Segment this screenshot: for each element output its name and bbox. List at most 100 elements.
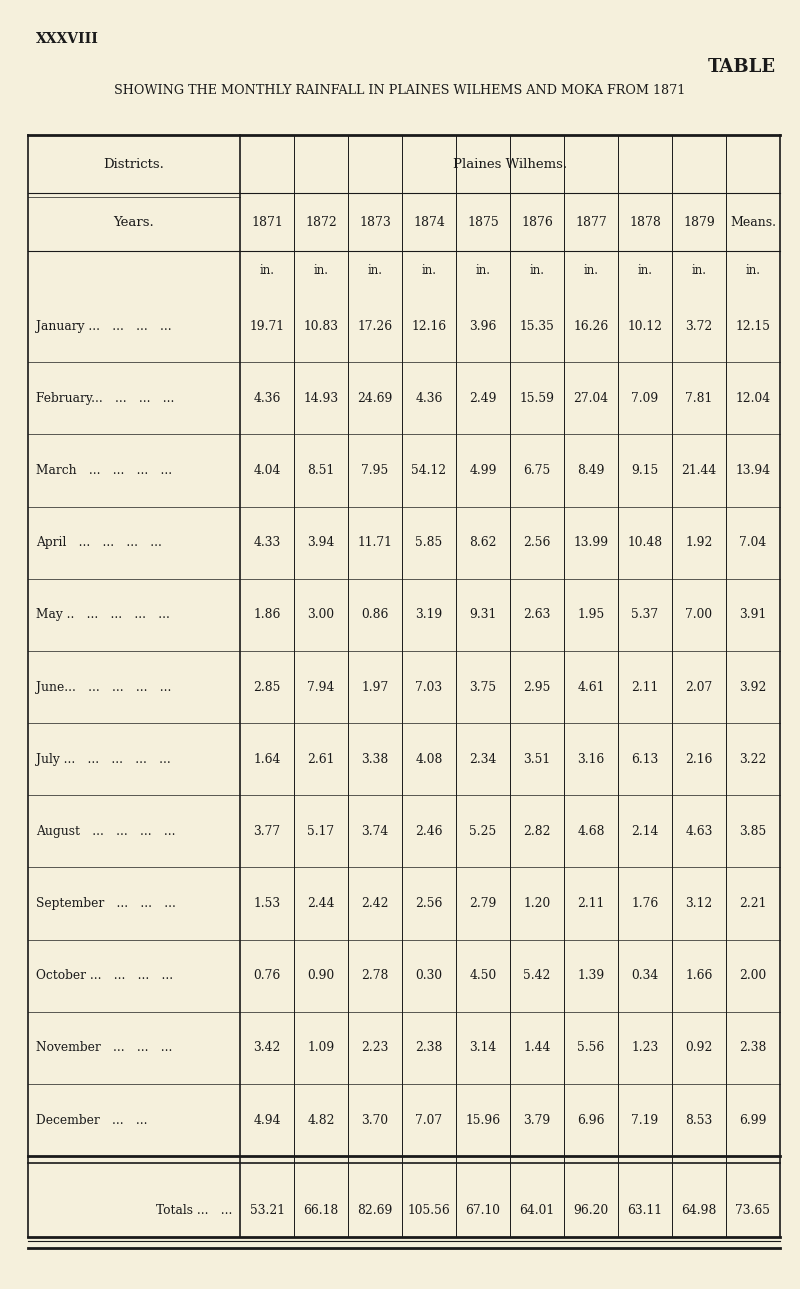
Text: 4.63: 4.63 bbox=[686, 825, 713, 838]
Text: 96.20: 96.20 bbox=[574, 1204, 609, 1217]
Text: 4.82: 4.82 bbox=[307, 1114, 334, 1127]
Text: 1878: 1878 bbox=[629, 215, 661, 229]
Text: 3.91: 3.91 bbox=[739, 608, 766, 621]
Text: in.: in. bbox=[475, 264, 490, 277]
Text: 4.33: 4.33 bbox=[254, 536, 281, 549]
Text: 8.53: 8.53 bbox=[686, 1114, 713, 1127]
Text: in.: in. bbox=[259, 264, 274, 277]
Text: 1872: 1872 bbox=[305, 215, 337, 229]
Text: 3.51: 3.51 bbox=[523, 753, 550, 766]
Text: 2.00: 2.00 bbox=[739, 969, 766, 982]
Text: in.: in. bbox=[530, 264, 545, 277]
Text: 4.36: 4.36 bbox=[415, 392, 442, 405]
Text: 10.12: 10.12 bbox=[627, 320, 662, 333]
Text: 3.77: 3.77 bbox=[254, 825, 281, 838]
Text: May .. ... ... ... ...: May .. ... ... ... ... bbox=[36, 608, 170, 621]
Text: 0.30: 0.30 bbox=[415, 969, 442, 982]
Text: February... ... ... ...: February... ... ... ... bbox=[36, 392, 174, 405]
Text: 2.11: 2.11 bbox=[631, 681, 658, 693]
Text: 7.09: 7.09 bbox=[631, 392, 658, 405]
Text: 7.81: 7.81 bbox=[686, 392, 713, 405]
Text: 1.95: 1.95 bbox=[578, 608, 605, 621]
Text: 15.35: 15.35 bbox=[519, 320, 554, 333]
Text: Years.: Years. bbox=[114, 215, 154, 229]
Text: 1879: 1879 bbox=[683, 215, 715, 229]
Text: 1.76: 1.76 bbox=[631, 897, 658, 910]
Text: December ... ...: December ... ... bbox=[36, 1114, 147, 1127]
Text: 3.74: 3.74 bbox=[362, 825, 389, 838]
Text: 6.99: 6.99 bbox=[739, 1114, 766, 1127]
Text: 13.94: 13.94 bbox=[735, 464, 770, 477]
Text: 10.48: 10.48 bbox=[627, 536, 662, 549]
Text: in.: in. bbox=[746, 264, 761, 277]
Text: 2.21: 2.21 bbox=[739, 897, 766, 910]
Text: 4.94: 4.94 bbox=[254, 1114, 281, 1127]
Text: 7.94: 7.94 bbox=[307, 681, 334, 693]
Text: 1874: 1874 bbox=[413, 215, 445, 229]
Text: 2.38: 2.38 bbox=[415, 1042, 442, 1054]
Text: 1.86: 1.86 bbox=[254, 608, 281, 621]
Text: 3.14: 3.14 bbox=[470, 1042, 497, 1054]
Text: 3.00: 3.00 bbox=[307, 608, 334, 621]
Text: 1.23: 1.23 bbox=[631, 1042, 658, 1054]
Text: 1873: 1873 bbox=[359, 215, 391, 229]
Text: 3.72: 3.72 bbox=[686, 320, 713, 333]
Text: 0.76: 0.76 bbox=[254, 969, 281, 982]
Text: 8.51: 8.51 bbox=[307, 464, 334, 477]
Text: Districts.: Districts. bbox=[103, 157, 165, 171]
Text: 4.99: 4.99 bbox=[470, 464, 497, 477]
Text: 3.75: 3.75 bbox=[470, 681, 497, 693]
Text: 3.70: 3.70 bbox=[362, 1114, 389, 1127]
Text: 8.62: 8.62 bbox=[470, 536, 497, 549]
Text: 15.96: 15.96 bbox=[466, 1114, 501, 1127]
Text: 1.53: 1.53 bbox=[254, 897, 281, 910]
Text: 1.64: 1.64 bbox=[254, 753, 281, 766]
Text: 2.46: 2.46 bbox=[415, 825, 442, 838]
Text: 6.96: 6.96 bbox=[578, 1114, 605, 1127]
Text: 12.04: 12.04 bbox=[735, 392, 770, 405]
Text: 64.01: 64.01 bbox=[519, 1204, 554, 1217]
Text: 2.56: 2.56 bbox=[523, 536, 550, 549]
Text: 7.07: 7.07 bbox=[415, 1114, 442, 1127]
Text: 2.95: 2.95 bbox=[523, 681, 550, 693]
Text: August ... ... ... ...: August ... ... ... ... bbox=[36, 825, 175, 838]
Text: 0.86: 0.86 bbox=[362, 608, 389, 621]
Text: 1.44: 1.44 bbox=[523, 1042, 550, 1054]
Text: 0.90: 0.90 bbox=[307, 969, 334, 982]
Text: 3.85: 3.85 bbox=[739, 825, 766, 838]
Text: 1.97: 1.97 bbox=[362, 681, 389, 693]
Text: 1875: 1875 bbox=[467, 215, 499, 229]
Text: 19.71: 19.71 bbox=[250, 320, 285, 333]
Text: 5.25: 5.25 bbox=[470, 825, 497, 838]
Text: January ... ... ... ...: January ... ... ... ... bbox=[36, 320, 172, 333]
Text: 1871: 1871 bbox=[251, 215, 283, 229]
Text: 15.59: 15.59 bbox=[519, 392, 554, 405]
Text: 12.15: 12.15 bbox=[735, 320, 770, 333]
Text: 0.92: 0.92 bbox=[686, 1042, 713, 1054]
Text: 5.42: 5.42 bbox=[523, 969, 550, 982]
Text: 9.31: 9.31 bbox=[470, 608, 497, 621]
Text: 3.96: 3.96 bbox=[470, 320, 497, 333]
Text: 73.65: 73.65 bbox=[735, 1204, 770, 1217]
Text: TABLE: TABLE bbox=[708, 58, 776, 76]
Text: 5.85: 5.85 bbox=[415, 536, 442, 549]
Text: 16.26: 16.26 bbox=[574, 320, 609, 333]
Text: 66.18: 66.18 bbox=[303, 1204, 338, 1217]
Text: 27.04: 27.04 bbox=[574, 392, 609, 405]
Text: June... ... ... ... ...: June... ... ... ... ... bbox=[36, 681, 171, 693]
Text: XXXVIII: XXXVIII bbox=[36, 32, 99, 46]
Text: 4.68: 4.68 bbox=[578, 825, 605, 838]
Text: 24.69: 24.69 bbox=[358, 392, 393, 405]
Text: 2.78: 2.78 bbox=[362, 969, 389, 982]
Text: 1.39: 1.39 bbox=[578, 969, 605, 982]
Text: Totals ... ...: Totals ... ... bbox=[156, 1204, 232, 1217]
Text: 4.04: 4.04 bbox=[254, 464, 281, 477]
Text: 2.44: 2.44 bbox=[307, 897, 334, 910]
Text: 64.98: 64.98 bbox=[682, 1204, 717, 1217]
Text: 82.69: 82.69 bbox=[358, 1204, 393, 1217]
Text: 2.61: 2.61 bbox=[307, 753, 334, 766]
Text: 2.34: 2.34 bbox=[470, 753, 497, 766]
Text: 1876: 1876 bbox=[521, 215, 553, 229]
Text: March ... ... ... ...: March ... ... ... ... bbox=[36, 464, 172, 477]
Text: July ... ... ... ... ...: July ... ... ... ... ... bbox=[36, 753, 170, 766]
